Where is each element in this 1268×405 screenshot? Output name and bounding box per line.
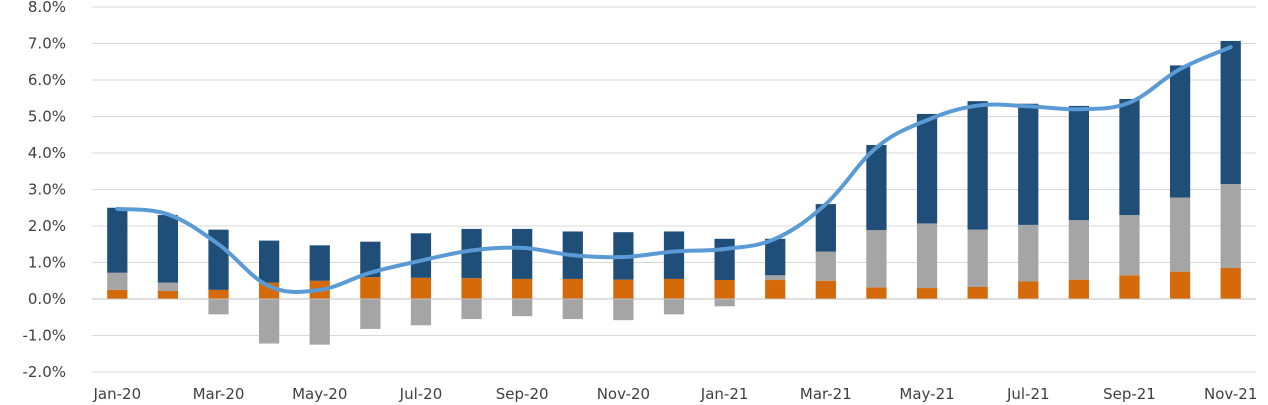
bar-segment-2 bbox=[157, 282, 179, 291]
bar-segment-1 bbox=[765, 280, 786, 299]
bar-segment-3 bbox=[815, 204, 836, 252]
bar-segment-2 bbox=[765, 275, 786, 281]
bar-segment-2 bbox=[360, 299, 381, 329]
y-tick-label: 7.0% bbox=[28, 35, 66, 53]
bar-segment-1 bbox=[208, 289, 229, 299]
x-tick-label: Mar-20 bbox=[193, 385, 245, 403]
bar-segment-2 bbox=[1018, 224, 1039, 282]
x-tick-label: Jul-20 bbox=[399, 385, 443, 403]
x-tick-label: May-20 bbox=[292, 385, 347, 403]
bar-segment-3 bbox=[512, 228, 533, 279]
bar-segment-2 bbox=[259, 299, 280, 344]
bar-segment-1 bbox=[967, 286, 988, 299]
bar-segment-3 bbox=[663, 231, 685, 279]
bar-segment-1 bbox=[916, 288, 938, 299]
bar-segment-3 bbox=[309, 245, 330, 281]
bar-segment-1 bbox=[714, 280, 735, 299]
bar-segment-2 bbox=[815, 251, 836, 281]
bar-segment-2 bbox=[866, 230, 887, 288]
y-tick-label: -2.0% bbox=[22, 363, 66, 381]
bar-segment-2 bbox=[613, 299, 634, 321]
bar-segment-3 bbox=[866, 144, 887, 231]
x-tick-label: Nov-20 bbox=[597, 385, 650, 403]
bar-segment-2 bbox=[663, 299, 685, 315]
bar-segment-3 bbox=[461, 228, 482, 279]
bar-segment-1 bbox=[562, 278, 583, 299]
x-tick-label: Jan-21 bbox=[700, 385, 749, 403]
y-tick-label: 5.0% bbox=[28, 108, 66, 126]
bar-segment-1 bbox=[107, 289, 128, 299]
bar-segment-3 bbox=[410, 233, 432, 278]
bar-segment-2 bbox=[461, 299, 482, 320]
bar-segment-1 bbox=[815, 280, 836, 299]
bar-segment-3 bbox=[259, 240, 280, 283]
bar-segment-2 bbox=[916, 223, 938, 289]
bar-segment-2 bbox=[1119, 215, 1140, 276]
bar-segment-1 bbox=[1119, 275, 1140, 299]
y-axis-tick-labels: -2.0% -1.0% 0.0% 1.0% 2.0% 3.0% 4.0% 5.0% 6.0% 7.… bbox=[22, 0, 66, 381]
bar-segment-1 bbox=[157, 290, 179, 299]
bar-segment-3 bbox=[967, 101, 988, 230]
bar-series bbox=[107, 40, 1241, 345]
bar-segment-1 bbox=[1018, 281, 1039, 299]
line-series-path bbox=[115, 45, 1233, 295]
bar-segment-1 bbox=[360, 277, 381, 299]
bar-segment-2 bbox=[1220, 184, 1241, 268]
bar-segment-1 bbox=[613, 279, 634, 299]
bar-segment-3 bbox=[157, 215, 179, 283]
bar-segment-3 bbox=[714, 238, 735, 281]
y-tick-label: 4.0% bbox=[28, 144, 66, 162]
bar-segment-1 bbox=[410, 277, 432, 299]
bar-segment-2 bbox=[967, 229, 988, 287]
bar-segment-2 bbox=[410, 299, 432, 326]
x-axis-tick-labels: Jan-20 Mar-20 May-20 Jul-20 Sep-20 Nov-20 Jan-… bbox=[92, 385, 1257, 403]
bar-segment-3 bbox=[916, 113, 938, 224]
bar-segment-3 bbox=[1068, 105, 1089, 221]
bar-segment-3 bbox=[107, 207, 128, 273]
y-tick-label: 1.0% bbox=[28, 254, 66, 272]
y-tick-label: -1.0% bbox=[22, 327, 66, 345]
bar-segment-2 bbox=[309, 299, 330, 345]
x-tick-label: May-21 bbox=[899, 385, 954, 403]
x-tick-label: Jul-21 bbox=[1006, 385, 1050, 403]
bar-segment-3 bbox=[1169, 65, 1191, 198]
x-tick-label: Mar-21 bbox=[800, 385, 852, 403]
y-tick-label: 8.0% bbox=[28, 0, 66, 16]
x-tick-label: Sep-21 bbox=[1103, 385, 1156, 403]
x-tick-label: Sep-20 bbox=[496, 385, 549, 403]
bar-segment-2 bbox=[714, 299, 735, 307]
bar-segment-1 bbox=[1068, 279, 1089, 299]
bar-segment-3 bbox=[360, 241, 381, 278]
bar-segment-1 bbox=[663, 278, 685, 299]
bar-segment-2 bbox=[107, 272, 128, 290]
bar-segment-2 bbox=[512, 299, 533, 317]
bar-segment-2 bbox=[1169, 197, 1191, 272]
bar-segment-1 bbox=[461, 278, 482, 299]
bar-segment-2 bbox=[208, 299, 229, 315]
bar-segment-3 bbox=[765, 238, 786, 276]
bar-segment-2 bbox=[1068, 220, 1089, 280]
y-tick-label: 2.0% bbox=[28, 217, 66, 235]
y-tick-label: 6.0% bbox=[28, 71, 66, 89]
bar-segment-3 bbox=[1018, 103, 1039, 225]
line-series bbox=[115, 45, 1233, 295]
bar-segment-1 bbox=[1169, 271, 1191, 299]
x-tick-label: Jan-20 bbox=[92, 385, 141, 403]
bar-segment-3 bbox=[1220, 40, 1241, 185]
bar-segment-3 bbox=[1119, 98, 1140, 216]
bar-segment-1 bbox=[1220, 267, 1241, 299]
y-tick-label: 3.0% bbox=[28, 181, 66, 199]
x-tick-label: Nov-21 bbox=[1204, 385, 1257, 403]
bar-segment-1 bbox=[866, 287, 887, 299]
bar-segment-2 bbox=[562, 299, 583, 320]
bar-segment-3 bbox=[208, 229, 229, 290]
y-tick-label: 0.0% bbox=[28, 290, 66, 308]
bar-segment-1 bbox=[512, 278, 533, 299]
